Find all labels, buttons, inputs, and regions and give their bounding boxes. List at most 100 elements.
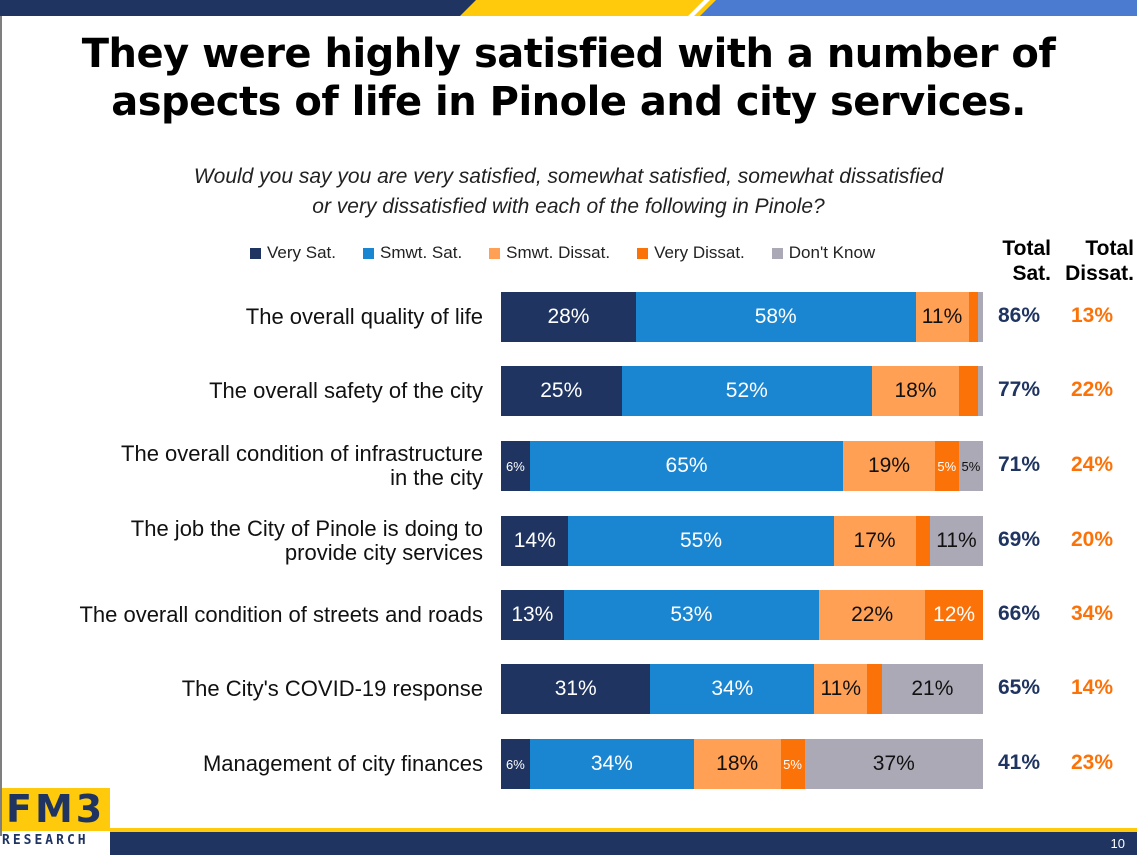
legend-label: Don't Know xyxy=(788,243,876,262)
bar-segment-very-sat: 31% xyxy=(501,664,651,714)
bar-segment-very-dissat xyxy=(968,292,979,342)
category-label: The City's COVID-19 response xyxy=(0,677,483,701)
bar-segment-very-sat: 6% xyxy=(501,739,530,789)
bar-segment-very-sat: 14% xyxy=(501,516,569,566)
bar-segment-dont-know xyxy=(978,292,983,342)
top-decorative-banner xyxy=(0,0,1137,16)
bar-row: 6% 34% 18% 5% 37% xyxy=(501,739,983,789)
bar-segment-smwt-sat: 53% xyxy=(563,590,820,640)
data-label: 19% xyxy=(867,454,910,477)
total-sat-header-line-2: Sat. xyxy=(1012,262,1051,285)
total-sat-value: 71% xyxy=(998,453,1041,476)
page-number: 10 xyxy=(1110,836,1125,851)
data-label: 34% xyxy=(590,752,633,775)
total-dissat-value: 22% xyxy=(1071,378,1114,401)
data-label: 55% xyxy=(680,529,723,552)
bar-segment-very-dissat xyxy=(958,366,979,416)
total-dissat-value: 20% xyxy=(1071,528,1114,551)
bar-segment-smwt-dissat: 11% xyxy=(915,292,969,342)
data-label: 12% xyxy=(933,603,976,626)
total-dissat-header-line-2: Dissat. xyxy=(1065,262,1134,285)
data-label: 34% xyxy=(711,677,754,700)
data-label: 11% xyxy=(921,305,963,328)
data-label: 53% xyxy=(670,603,713,626)
bar-segment-very-sat: 25% xyxy=(501,366,622,416)
legend-swatch xyxy=(362,247,374,259)
category-label: The job the City of Pinole is doing to pr… xyxy=(0,517,483,565)
total-sat-value: 69% xyxy=(998,528,1041,551)
bar-segment-smwt-sat: 34% xyxy=(650,664,815,714)
bar-segment-smwt-dissat: 19% xyxy=(843,441,935,491)
slide-frame-border xyxy=(0,16,2,836)
bar-segment-smwt-dissat: 11% xyxy=(814,664,868,714)
data-label: 22% xyxy=(851,603,894,626)
data-label: 5% xyxy=(937,458,957,474)
bar-row: 28% 58% 11% xyxy=(501,292,983,342)
data-label: 18% xyxy=(716,752,759,775)
legend-swatch xyxy=(250,247,261,259)
total-dissat-header-line-1: Total xyxy=(1085,237,1134,260)
bar-segment-very-sat: 6% xyxy=(501,441,530,491)
total-sat-header: Total Sat. xyxy=(993,236,1051,286)
category-label-line: Management of city finances xyxy=(202,751,483,776)
title-line-2: aspects of life in Pinole and city servi… xyxy=(111,79,1026,125)
bar-segment-dont-know: 37% xyxy=(804,739,983,789)
data-label: 37% xyxy=(872,752,915,775)
legend-swatch xyxy=(771,247,783,259)
legend-swatch xyxy=(637,247,649,259)
legend-item-dont-know: Don't Know xyxy=(771,243,876,263)
category-label-line: in the city xyxy=(390,465,483,490)
total-sat-value: 66% xyxy=(998,602,1041,625)
bar-segment-very-dissat xyxy=(867,664,882,714)
category-label: The overall quality of life xyxy=(0,305,483,329)
title-line-1: They were highly satisfied with a number… xyxy=(81,31,1056,77)
total-dissat-value: 34% xyxy=(1071,602,1114,625)
total-dissat-value: 23% xyxy=(1071,751,1114,774)
data-label: 58% xyxy=(754,305,797,328)
bar-row: 31% 34% 11% 21% xyxy=(501,664,983,714)
category-label: Management of city finances xyxy=(0,752,483,776)
bar-segment-smwt-dissat: 22% xyxy=(819,590,926,640)
total-dissat-header: Total Dissat. xyxy=(1055,236,1134,286)
bar-row: 6% 65% 19% 5% 5% xyxy=(501,441,983,491)
data-label: 11% xyxy=(820,677,862,700)
data-label: 5% xyxy=(783,756,802,772)
data-label: 21% xyxy=(911,677,954,700)
legend-item-smwt-dissat: Smwt. Dissat. xyxy=(489,243,610,263)
bar-segment-smwt-dissat: 17% xyxy=(833,516,916,566)
legend-label: Smwt. Dissat. xyxy=(506,243,611,262)
category-label-line: The overall condition of infrastructure xyxy=(121,441,483,466)
bar-segment-dont-know: 21% xyxy=(881,664,983,714)
bar-segment-dont-know: 5% xyxy=(958,441,983,491)
bar-segment-smwt-dissat: 18% xyxy=(693,739,781,789)
fm3-research-logo: FM3 RESEARCH xyxy=(2,788,110,855)
total-sat-value: 86% xyxy=(998,304,1041,327)
data-label: 18% xyxy=(894,379,937,402)
bar-segment-smwt-dissat: 18% xyxy=(872,366,959,416)
data-label: 6% xyxy=(506,756,525,772)
total-sat-value: 41% xyxy=(998,751,1041,774)
bar-segment-smwt-sat: 34% xyxy=(529,739,694,789)
legend-label: Very Sat. xyxy=(267,243,336,262)
total-dissat-value: 13% xyxy=(1071,304,1114,327)
category-label: The overall condition of streets and roa… xyxy=(0,603,483,627)
legend-item-very-sat: Very Sat. xyxy=(250,243,336,263)
data-label: 14% xyxy=(513,529,556,552)
bar-segment-very-sat: 28% xyxy=(501,292,636,342)
question-line-2: or very dissatisfied with each of the fo… xyxy=(312,195,825,218)
bar-row: 14% 55% 17% 11% xyxy=(501,516,983,566)
category-label: The overall condition of infrastructure i… xyxy=(0,442,483,490)
bar-row: 13% 53% 22% 12% xyxy=(501,590,983,640)
data-label: 52% xyxy=(725,379,768,402)
category-label-line: The overall quality of life xyxy=(245,304,483,329)
data-label: 6% xyxy=(506,458,525,474)
category-label-line: The overall condition of streets and roa… xyxy=(79,602,483,627)
bar-segment-dont-know: 11% xyxy=(929,516,983,566)
total-dissat-value: 14% xyxy=(1071,676,1114,699)
bar-segment-smwt-sat: 52% xyxy=(621,366,873,416)
data-label: 28% xyxy=(547,305,590,328)
category-label: The overall safety of the city xyxy=(0,379,483,403)
chart-legend: Very Sat. Smwt. Sat. Smwt. Dissat. Very Dis… xyxy=(250,243,902,263)
question-line-1: Would you say you are very satisfied, so… xyxy=(193,165,944,188)
bar-segment-smwt-sat: 55% xyxy=(568,516,834,566)
